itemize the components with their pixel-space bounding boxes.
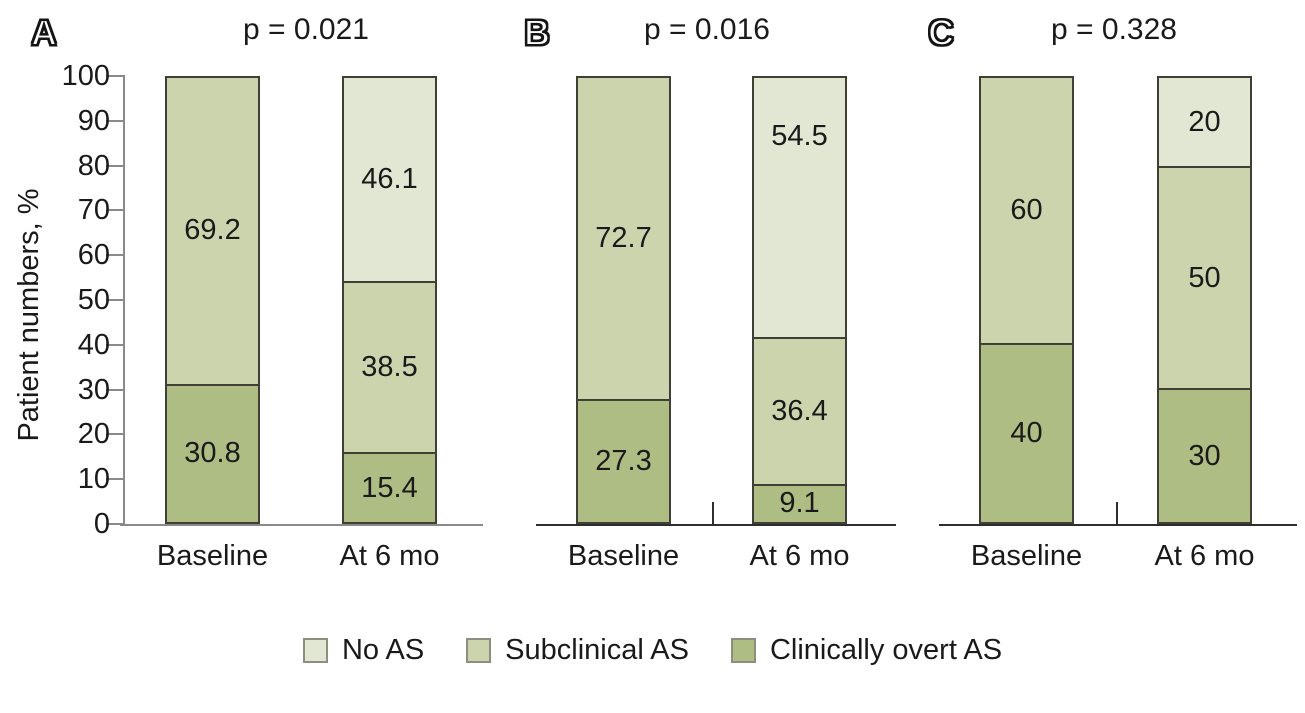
- legend-swatch: [466, 637, 492, 663]
- y-axis-tick: [106, 254, 123, 257]
- panel-letter-a: A: [30, 11, 58, 54]
- y-axis-tick: [106, 299, 123, 301]
- y-axis-tick-label: 80: [77, 149, 110, 182]
- bar-segment: 9.1: [754, 483, 845, 522]
- category-label: Baseline: [970, 540, 1083, 572]
- x-axis-line: [120, 524, 483, 526]
- y-axis-tick: [106, 119, 123, 122]
- bar-segment: 27.3: [578, 399, 669, 522]
- panel-letter-b: B: [523, 11, 551, 54]
- legend-label: Clinically overt AS: [769, 633, 1003, 666]
- y-axis-tick: [106, 164, 123, 167]
- y-axis-tick-label: 100: [61, 60, 110, 92]
- legend-swatch: [730, 637, 756, 663]
- bar-segment: 38.5: [344, 280, 435, 453]
- segment-value-label: 27.3: [595, 445, 652, 478]
- y-axis-tick-label: 50: [77, 284, 110, 316]
- bar-segment: 30.8: [167, 383, 258, 522]
- y-axis-tick-label: 60: [77, 239, 110, 272]
- segment-value-label: 69.2: [184, 214, 241, 247]
- category-boundary-tick: [1115, 502, 1118, 524]
- y-axis-tick: [106, 433, 123, 436]
- segment-value-label: 36.4: [771, 394, 828, 427]
- y-axis-tick-label: 30: [77, 373, 110, 406]
- segment-value-label: 20: [1188, 105, 1221, 138]
- stacked-bar-c-at6mo: 20 50 30: [1157, 76, 1252, 524]
- bar-segment: 30: [1159, 388, 1250, 522]
- bar-segment: 40: [981, 343, 1072, 522]
- segment-value-label: 30.8: [184, 437, 241, 470]
- segment-value-label: 30: [1188, 439, 1221, 472]
- y-axis-tick: [106, 523, 123, 525]
- bar-segment: 20: [1159, 78, 1250, 166]
- category-boundary-tick: [711, 502, 714, 524]
- legend: No AS Subclinical AS Clinically overt AS: [0, 628, 1305, 672]
- stacked-bar-a-at6mo: 46.1 38.5 15.4: [342, 76, 437, 524]
- segment-value-label: 60: [1010, 194, 1043, 227]
- p-value-label-b: p = 0.016: [644, 13, 770, 46]
- segment-value-label: 9.1: [779, 487, 820, 520]
- stacked-bar-c-baseline: 60 40: [979, 76, 1074, 524]
- stacked-bar-b-baseline: 72.7 27.3: [576, 76, 671, 524]
- x-axis-line: [536, 524, 896, 526]
- bar-segment: 54.5: [754, 78, 845, 337]
- x-axis-line: [939, 524, 1297, 526]
- segment-value-label: 46.1: [361, 162, 418, 195]
- y-axis-tick: [106, 388, 123, 391]
- legend-label: No AS: [341, 633, 425, 666]
- y-axis-tick: [106, 343, 123, 346]
- y-axis-tick-label: 20: [77, 418, 110, 451]
- y-axis-tick: [106, 209, 123, 212]
- y-axis-tick-label: 70: [77, 194, 110, 227]
- panel-letter-c: C: [927, 11, 955, 54]
- y-axis-tick-label: 40: [77, 328, 110, 361]
- segment-value-label: 38.5: [361, 351, 418, 384]
- bar-segment: 60: [981, 78, 1072, 344]
- y-axis-tick: [106, 75, 123, 77]
- legend-label: Subclinical AS: [505, 633, 689, 666]
- category-label: At 6 mo: [1154, 540, 1255, 572]
- bar-segment: 15.4: [344, 452, 435, 523]
- p-value-label-c: p = 0.328: [1051, 13, 1177, 46]
- legend-item: Clinically overt AS: [730, 633, 1003, 667]
- bar-segment: 72.7: [578, 78, 669, 400]
- legend-item: Subclinical AS: [466, 634, 689, 667]
- y-axis-tick-label: 90: [77, 104, 110, 137]
- category-label: Baseline: [567, 540, 680, 572]
- category-label: Baseline: [156, 540, 269, 572]
- p-value-label-a: p = 0.021: [243, 13, 369, 46]
- segment-value-label: 40: [1010, 417, 1043, 450]
- y-axis-tick: [106, 478, 123, 481]
- legend-item: No AS: [302, 633, 425, 667]
- bar-segment: 36.4: [754, 336, 845, 484]
- segment-value-label: 50: [1188, 261, 1221, 294]
- stacked-bar-a-baseline: 69.2 30.8: [165, 76, 260, 524]
- stacked-bar-b-at6mo: 54.5 36.4 9.1: [752, 76, 847, 524]
- segment-value-label: 54.5: [771, 120, 828, 152]
- category-label: At 6 mo: [749, 540, 850, 572]
- y-axis-line: [123, 75, 125, 526]
- bar-segment: 50: [1159, 166, 1250, 388]
- segment-value-label: 72.7: [595, 222, 652, 255]
- segment-value-label: 15.4: [361, 471, 418, 504]
- y-axis-tick-label: 10: [77, 463, 110, 496]
- bar-segment: 69.2: [167, 78, 258, 384]
- bar-segment: 46.1: [344, 78, 435, 281]
- legend-swatch: [302, 637, 328, 663]
- y-axis-tick-label: 0: [93, 508, 110, 540]
- category-label: At 6 mo: [339, 540, 440, 572]
